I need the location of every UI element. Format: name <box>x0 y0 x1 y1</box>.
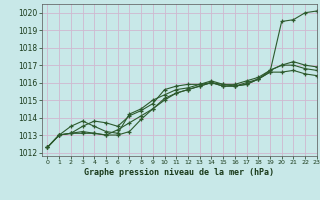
X-axis label: Graphe pression niveau de la mer (hPa): Graphe pression niveau de la mer (hPa) <box>84 168 274 177</box>
